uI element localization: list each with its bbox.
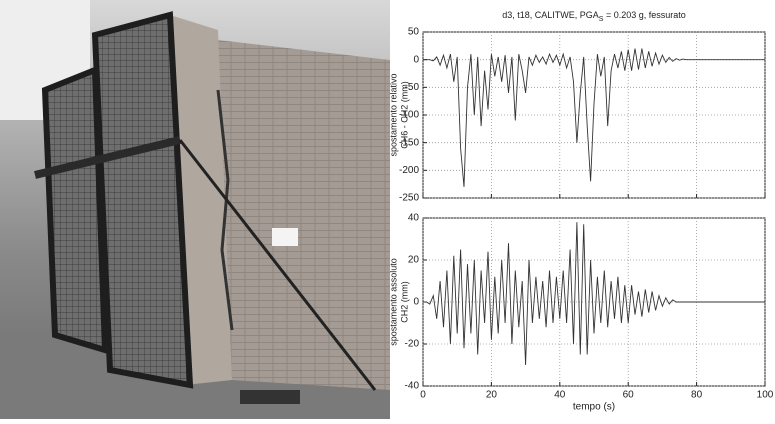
y-axis-label: spostamento relativo [388, 73, 398, 156]
x-tick-label: 60 [623, 390, 635, 401]
y-tick-label: 0 [413, 54, 419, 65]
y-tick-label: 20 [408, 255, 420, 266]
data-line [423, 48, 765, 187]
x-tick-label: 0 [420, 390, 426, 401]
y-axis-label: CH6 - CH2 (mm) [399, 81, 409, 149]
y-tick-label: -20 [405, 339, 420, 350]
x-tick-label: 20 [486, 390, 498, 401]
y-axis-label: spostamento assoluto [388, 258, 398, 346]
photo [0, 0, 390, 419]
y-tick-label: -150 [399, 137, 419, 148]
title-main: d3, t18, CALITWE, PGA [502, 10, 599, 20]
title-subscript: S [599, 16, 604, 23]
y-tick-label: -50 [405, 82, 420, 93]
y-tick-label: -200 [399, 165, 419, 176]
x-tick-label: 40 [554, 390, 566, 401]
x-tick-label: 100 [757, 390, 774, 401]
y-axis-label: CH2 (mm) [399, 281, 409, 323]
title-suffix: = 0.203 g, fessurato [603, 10, 685, 20]
y-tick-label: -250 [399, 193, 419, 204]
x-tick-label: 80 [691, 390, 703, 401]
y-tick-label: 50 [408, 27, 420, 38]
chart-title: d3, t18, CALITWE, PGAS = 0.203 g, fessur… [502, 10, 686, 23]
x-axis-label: tempo (s) [573, 402, 615, 413]
y-tick-label: 40 [408, 213, 420, 224]
y-tick-label: -40 [405, 381, 420, 392]
chart: -40 -20 0 20 40 0 20 40 60 80 100 spostamento assol… [388, 213, 773, 413]
y-tick-label: 0 [413, 297, 419, 308]
data-line [423, 222, 765, 366]
y-tick-label: -100 [399, 110, 419, 121]
chart: -250 -200 -150 -100 -50 0 50 spostamento relati… [388, 10, 766, 204]
